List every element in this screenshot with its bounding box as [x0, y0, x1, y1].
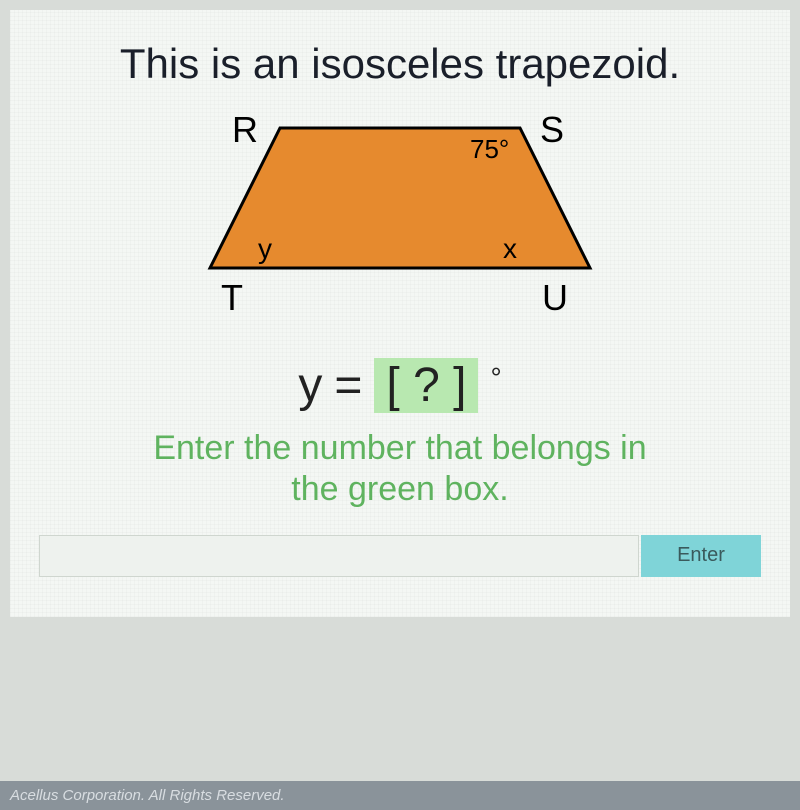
instruction-line2: the green box. [30, 469, 770, 510]
answer-row: Enter [30, 535, 770, 577]
answer-green-box: [ ? ] [374, 358, 478, 413]
trapezoid-svg: R S T U 75° y x [120, 108, 680, 328]
angle-x-label: x [503, 233, 517, 264]
trapezoid-diagram: R S T U 75° y x [30, 108, 770, 328]
equation-eq: = [334, 358, 362, 413]
copyright-footer: Acellus Corporation. All Rights Reserved… [0, 781, 800, 810]
vertex-S: S [540, 109, 564, 150]
vertex-R: R [232, 109, 258, 150]
enter-button[interactable]: Enter [641, 535, 761, 577]
vertex-T: T [221, 277, 243, 318]
degree-symbol: ° [490, 362, 501, 394]
angle-S-label: 75° [470, 134, 509, 164]
instruction-text: Enter the number that belongs in the gre… [30, 428, 770, 510]
equation-lhs: y [298, 358, 322, 413]
problem-title: This is an isosceles trapezoid. [30, 40, 770, 88]
equation: y = [ ? ] ° [30, 358, 770, 413]
problem-panel: This is an isosceles trapezoid. R S T U 75° y… [10, 10, 790, 617]
answer-input[interactable] [39, 535, 639, 577]
vertex-U: U [542, 277, 568, 318]
angle-y-label: y [258, 233, 272, 264]
instruction-line1: Enter the number that belongs in [30, 428, 770, 469]
